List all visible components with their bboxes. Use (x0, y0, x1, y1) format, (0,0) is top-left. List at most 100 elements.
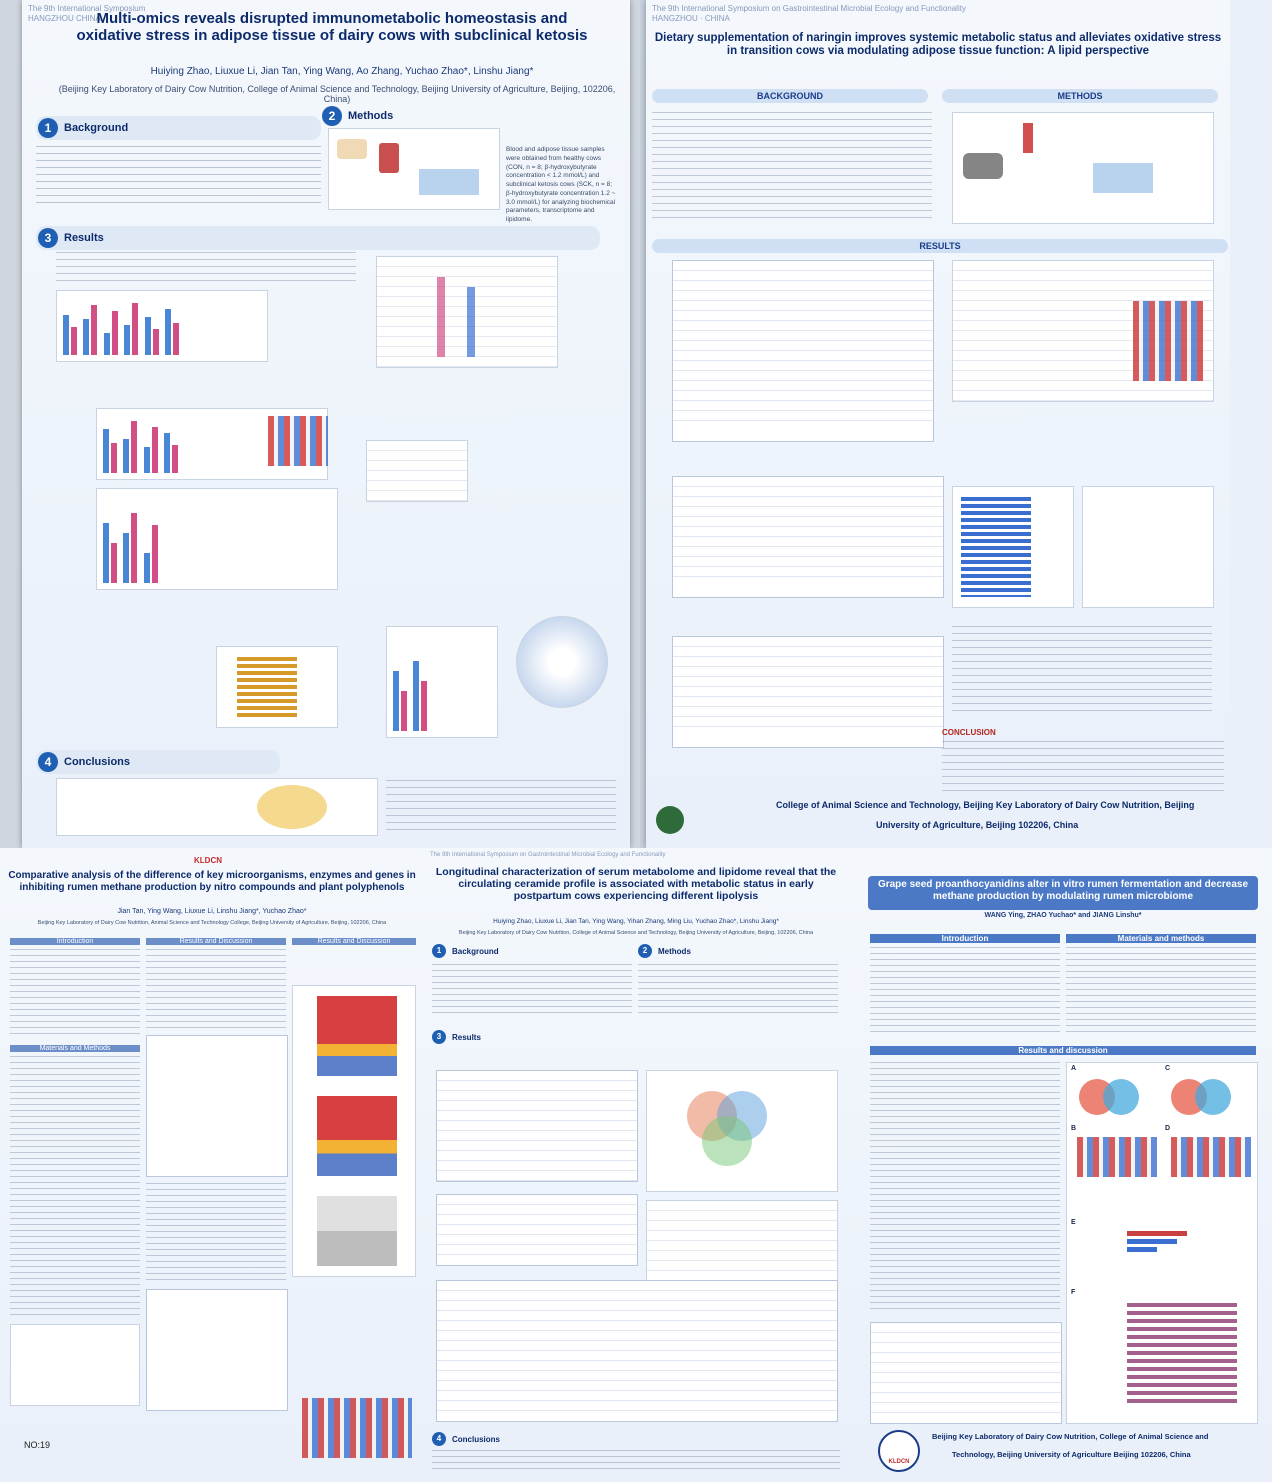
data-table-3 (436, 1280, 838, 1422)
section-introduction: Introduction (870, 934, 1060, 1044)
data-table-1 (672, 260, 934, 442)
venn-diagram (646, 1070, 838, 1192)
section-title: Results and discussion (870, 1046, 1256, 1055)
methods-diagram (328, 128, 500, 210)
methods-diagram (952, 112, 1214, 224)
methods-text (1066, 947, 1256, 1037)
poster-naringin: The 9th International Symposium on Gastr… (646, 0, 1230, 848)
section-number: 2 (638, 944, 652, 958)
poster-affiliation: (Beijing Key Laboratory of Dairy Cow Nut… (58, 84, 616, 104)
data-table-2 (672, 476, 944, 598)
section-header: 1 Background (432, 944, 632, 958)
section-header: 3 Results (432, 1030, 840, 1044)
university-logo (656, 806, 684, 834)
conclusion-diagram (56, 778, 378, 836)
section-header: 1 Background (36, 116, 321, 140)
conference-location: HANGZHOU · CHINA (652, 14, 730, 23)
poster-number-badge: NO:19 (24, 1440, 51, 1450)
section-background: 1 Background (432, 944, 632, 1024)
section-header: 3 Results (36, 226, 600, 250)
conference-location: HANGZHOU CHINA (28, 14, 101, 23)
heatmap-d (1171, 1137, 1251, 1177)
section-title: Methods (658, 946, 691, 956)
footer-affiliation-line1: Beijing Key Laboratory of Dairy Cow Nutr… (932, 1432, 1209, 1441)
section-title: CONCLUSION (942, 728, 996, 737)
panel-top-left: The 9th International Symposium HANGZHOU… (0, 0, 640, 848)
section-number: 4 (432, 1432, 446, 1446)
panel-top-right: The 9th International Symposium on Gastr… (640, 0, 1272, 848)
section-header: 4 Conclusions (432, 1432, 840, 1446)
section-title: Methods (348, 110, 394, 122)
stacked-bar-chart (292, 985, 416, 1277)
section-title: Introduction (870, 934, 1060, 943)
footer-affiliation-line2: University of Agriculture, Beijing 10220… (876, 820, 1079, 830)
section-results: 3 Results (36, 226, 621, 746)
section-results: Results and discussion A C B D (870, 1046, 1258, 1426)
section-title: METHODS (942, 89, 1218, 103)
heatmap-figure (268, 416, 328, 466)
volcano-plot (376, 256, 558, 368)
results-text (952, 626, 1212, 716)
section-methods: METHODS (942, 86, 1224, 226)
adjacent-poster-edge (1230, 0, 1272, 848)
poster-title: Longitudinal characterization of serum m… (435, 866, 837, 903)
poster-title: Grape seed proanthocyanidins alter in vi… (877, 879, 1249, 902)
panel-label-c: C (1165, 1065, 1171, 1072)
section-title: Results (452, 1032, 481, 1042)
section-materials: Materials and methods (1066, 934, 1256, 1044)
section-background: BACKGROUND (652, 86, 932, 226)
pathway-barplot (216, 646, 338, 728)
poster-authors: Jian Tan, Ying Wang, Liuxue Li, Linshu J… (117, 908, 307, 915)
section-conclusion: CONCLUSION (942, 728, 1224, 798)
section-conclusions: 4 Conclusions (36, 750, 621, 840)
venn-c-2 (1195, 1079, 1231, 1115)
poster-title: Dietary supplementation of naringin impr… (654, 32, 1222, 58)
panel-label-a: A (1071, 1065, 1077, 1072)
scatter-plot (366, 440, 468, 502)
figure-panel: A C B D E F (1066, 1062, 1258, 1424)
panel-bottom-middle: The 9th International Symposium on Gastr… (424, 848, 848, 1482)
poster-title: Multi-omics reveals disrupted immunometa… (76, 10, 588, 45)
data-table-1 (436, 1070, 638, 1182)
kldcn-logo: KLDCN (878, 1430, 920, 1472)
section-methods: 2 Methods (638, 944, 838, 1024)
intro-text (10, 949, 140, 1039)
heatmap (302, 1398, 412, 1458)
column-1: Introduction Materials and Methods (10, 938, 140, 1468)
poster-affiliation: Beijing Key Laboratory of Dairy Cow Nutr… (37, 920, 387, 926)
conference-name: The 9th International Symposium (28, 4, 146, 13)
background-text (432, 964, 632, 1014)
footer-affiliation-line2: Technology, Beijing University of Agricu… (952, 1450, 1191, 1459)
section-number: 4 (38, 752, 58, 772)
poster-authors: WANG Ying, ZHAO Yuchao* and JIANG Linshu… (984, 912, 1142, 919)
methods-text (638, 964, 838, 1014)
column-2: Results and Discussion (146, 938, 288, 1468)
volcano-plot (952, 260, 1214, 402)
section-title: Results (64, 232, 104, 244)
kldcn-logo: KLDCN (194, 850, 230, 868)
intro-text (870, 947, 1060, 1037)
section-title: Materials and methods (1066, 934, 1256, 943)
bar-chart-figure-1 (56, 290, 268, 362)
section-title: Materials and Methods (10, 1045, 140, 1052)
data-table-2 (436, 1194, 638, 1266)
methods-text: Blood and adipose tissue samples were ob… (506, 146, 616, 224)
logo-text: KLDCN (194, 856, 222, 865)
bar-chart-figure-4 (386, 626, 498, 738)
poster-authors: Huiying Zhao, Liuxue Li, Jian Tan, Ying … (493, 918, 779, 925)
results-text (870, 1062, 1060, 1312)
section-background: 1 Background (36, 116, 321, 216)
poster-grape-seed: Grape seed proanthocyanidins alter in vi… (848, 848, 1272, 1482)
poster-methane-inhibition: KLDCN Comparative analysis of the differ… (0, 848, 424, 1482)
bar-chart-figure-3 (96, 488, 338, 590)
section-title: Conclusions (452, 1434, 501, 1444)
heatmap-b (1077, 1137, 1157, 1177)
poster-subclinical-ketosis: The 9th International Symposium HANGZHOU… (22, 0, 630, 848)
network-plot (1082, 486, 1214, 608)
section-number: 1 (38, 118, 58, 138)
data-table-1 (146, 1035, 288, 1177)
section-results: 3 Results (432, 1030, 840, 1430)
section-header: 4 Conclusions (36, 750, 280, 774)
section-number: 2 (322, 106, 342, 126)
section-header: 2 Methods (638, 944, 838, 958)
